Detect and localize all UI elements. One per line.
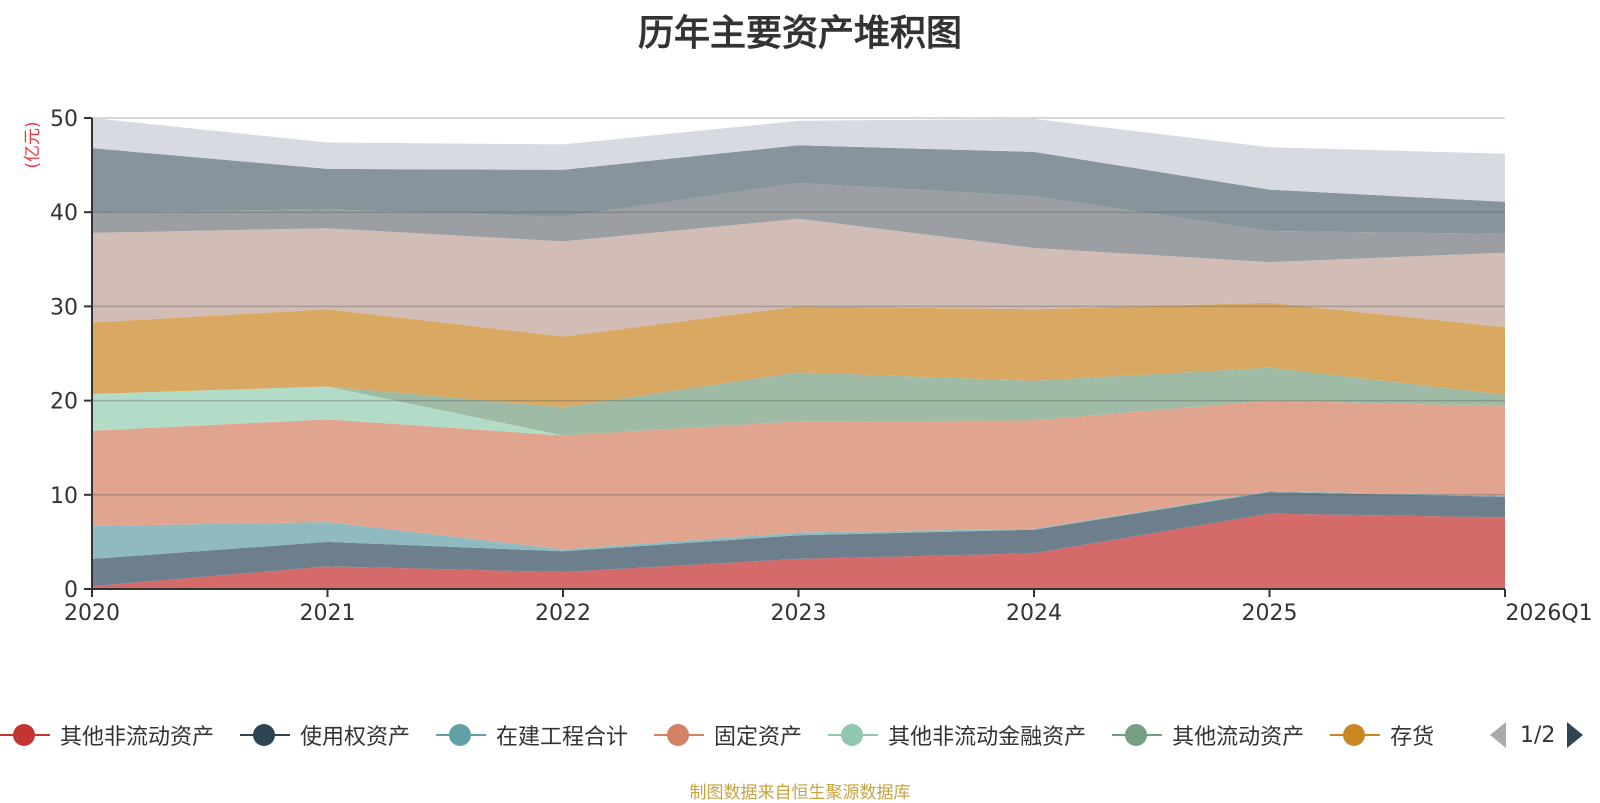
source-note: 制图数据来自恒生聚源数据库 [689, 783, 911, 803]
legend-label: 其他流动资产 [1172, 725, 1305, 750]
areas-layer [92, 118, 1505, 589]
y-tick-label: 10 [50, 484, 78, 509]
legend-marker-icon [1330, 723, 1381, 747]
legend-marker-icon [240, 723, 291, 747]
pager-prev-icon[interactable] [1490, 722, 1506, 748]
area-series-1[interactable] [92, 492, 1505, 587]
x-tick-label: 2022 [535, 601, 591, 626]
area-series-5[interactable] [92, 367, 1505, 436]
legend-label: 存货 [1390, 725, 1435, 750]
legend-label: 使用权资产 [300, 725, 411, 750]
area-series-8[interactable] [92, 183, 1505, 263]
legend-marker-icon [654, 723, 705, 747]
legend-item[interactable]: 其他非流动资产 [0, 719, 214, 751]
area-series-9[interactable] [92, 145, 1505, 234]
legend-pager: 1/2 [1490, 718, 1600, 752]
area-series-6[interactable] [92, 302, 1505, 408]
legend-item[interactable]: 在建工程合计 [436, 719, 628, 751]
legend-marker-icon [828, 723, 879, 747]
y-axis-label: (亿元) [23, 121, 43, 168]
legend-label: 固定资产 [714, 725, 803, 750]
legend-item[interactable]: 使用权资产 [240, 719, 410, 751]
y-tick-label: 40 [50, 201, 78, 226]
area-series-2[interactable] [92, 491, 1505, 559]
x-tick-label: 2023 [771, 601, 827, 626]
axis-layer: 0 10 20 30 40 50 2020 2021 2022 2023 2024 2025 2026Q… [50, 107, 1593, 626]
legend-item[interactable]: 其他流动资产 [1112, 719, 1304, 751]
y-tick-label: 50 [50, 107, 78, 132]
chart-title: 历年主要资产堆积图 [637, 13, 962, 54]
legend-marker-icon [1112, 723, 1163, 747]
x-tick-label: 2024 [1006, 601, 1062, 626]
legend-marker-icon [436, 723, 487, 747]
x-tick-label: 2021 [300, 601, 356, 626]
legend-label: 其他非流动金融资产 [888, 725, 1087, 750]
y-tick-label: 20 [50, 390, 78, 415]
legend-item[interactable]: 存货 [1330, 719, 1434, 751]
legend-label: 在建工程合计 [496, 725, 629, 750]
grid-layer [92, 117, 1505, 496]
x-tick-label: 2026Q1 [1505, 601, 1592, 626]
x-tick-label: 2025 [1242, 601, 1298, 626]
legend-item[interactable]: 其他非流动金融资产 [828, 719, 1086, 751]
stacked-area-chart: 0 10 20 30 40 50 2020 2021 2022 2023 2024 2025 2026Q… [23, 107, 1593, 626]
pager-text: 1/2 [1520, 722, 1556, 748]
legend-label: 其他非流动资产 [60, 725, 215, 750]
area-series-10[interactable] [92, 118, 1505, 202]
legend-marker-icon [0, 723, 50, 747]
pager-next-icon[interactable] [1567, 722, 1584, 748]
legend-item[interactable]: 固定资产 [654, 719, 802, 751]
area-series-4[interactable] [92, 386, 1505, 436]
y-tick-label: 30 [50, 295, 78, 320]
x-tick-label: 2020 [64, 601, 120, 626]
area-series-0[interactable] [92, 513, 1505, 589]
area-series-7[interactable] [92, 218, 1505, 337]
y-tick-label: 0 [64, 578, 78, 603]
legend: 其他非流动资产 使用权资产 在建工程合计 固定资产 其他非流动金融资产 其他流动资产 存货 [0, 718, 1460, 752]
area-series-3[interactable] [92, 400, 1505, 550]
